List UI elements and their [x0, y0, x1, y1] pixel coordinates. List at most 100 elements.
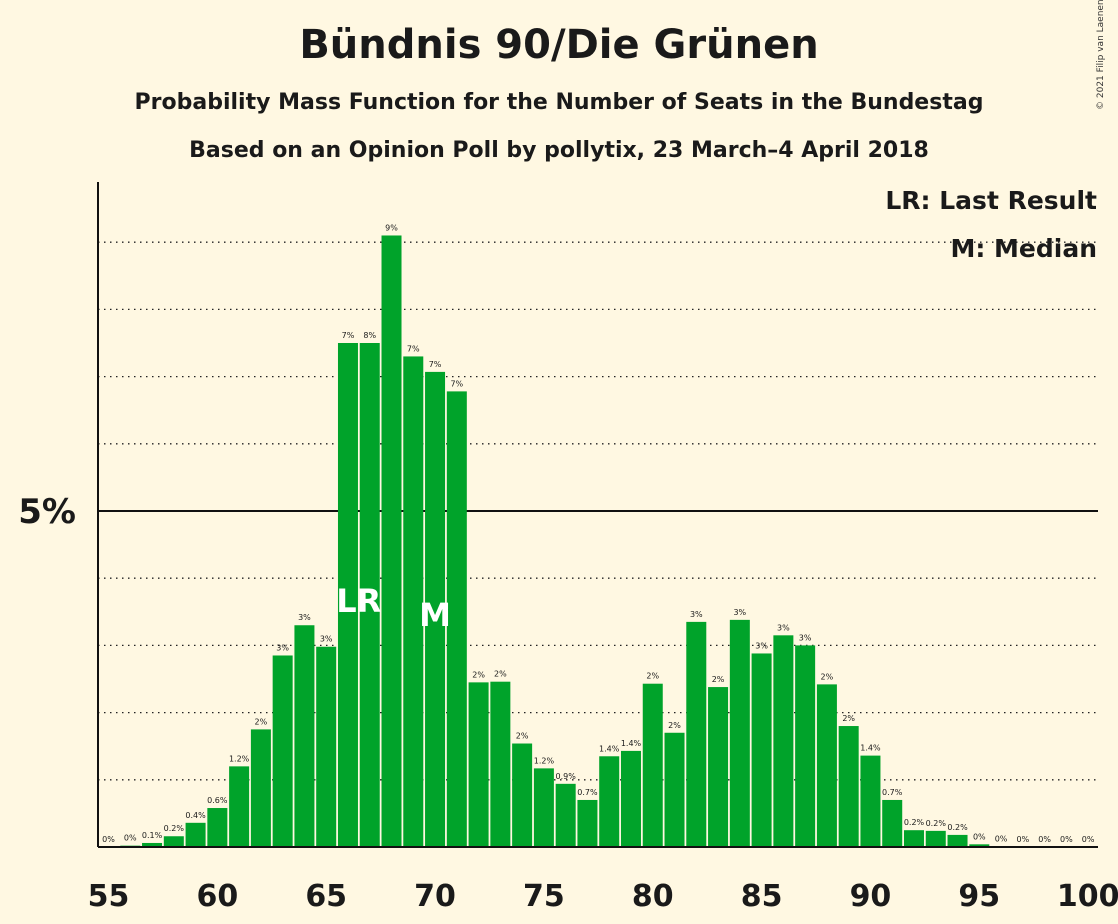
bar-seat-65	[316, 646, 337, 847]
x-tick-label-100: 100	[1057, 879, 1118, 914]
x-tick-label-55: 55	[88, 879, 130, 914]
data-label-seat-56: 0%	[124, 834, 137, 843]
bar-seat-86	[773, 635, 794, 847]
data-label-seat-100: 0%	[1082, 835, 1095, 844]
x-tick-label-95: 95	[958, 879, 1000, 914]
data-label-seat-61: 1.2%	[229, 754, 250, 763]
data-label-seat-88: 2%	[821, 672, 834, 681]
data-label-seat-84: 3%	[733, 608, 746, 617]
bar-seat-68	[381, 235, 402, 848]
data-label-seat-92: 0.2%	[904, 818, 925, 827]
data-label-seat-95: 0%	[973, 832, 986, 841]
y-tick-label: 5%	[18, 492, 76, 532]
bar-seat-77	[577, 799, 598, 847]
x-tick-label-90: 90	[850, 879, 892, 914]
data-label-seat-75: 1.2%	[534, 756, 555, 765]
data-label-seat-81: 2%	[668, 721, 681, 730]
data-label-seat-65: 3%	[320, 635, 333, 644]
data-label-seat-57: 0.1%	[142, 831, 163, 840]
bar-seat-90	[860, 755, 881, 847]
data-label-seat-68: 9%	[385, 223, 398, 232]
bar-seat-87	[795, 645, 816, 847]
data-label-seat-69: 7%	[407, 344, 420, 353]
data-label-seat-55: 0%	[102, 835, 115, 844]
bar-seat-91	[882, 799, 903, 847]
data-label-seat-63: 3%	[276, 643, 289, 652]
data-label-seat-74: 2%	[516, 732, 529, 741]
data-label-seat-86: 3%	[777, 623, 790, 632]
chart-title: Bündnis 90/Die Grünen	[299, 22, 819, 68]
data-label-seat-58: 0.2%	[164, 824, 185, 833]
data-label-seat-64: 3%	[298, 613, 311, 622]
bar-seat-69	[403, 356, 424, 847]
bar-seat-63	[272, 655, 293, 847]
bar-seat-59	[185, 822, 206, 847]
data-label-seat-87: 3%	[799, 633, 812, 642]
bar-seat-92	[903, 830, 924, 847]
x-tick-label-75: 75	[523, 879, 565, 914]
bar-seat-66	[337, 343, 358, 847]
data-label-seat-99: 0%	[1060, 835, 1073, 844]
data-label-seat-67: 8%	[363, 331, 376, 340]
bar-seat-75	[533, 768, 554, 847]
bar-seat-67	[359, 343, 380, 847]
data-label-seat-98: 0%	[1038, 835, 1051, 844]
chart-subtitle: Probability Mass Function for the Number…	[134, 90, 984, 115]
bar-seat-78	[599, 756, 620, 847]
data-label-seat-83: 2%	[712, 675, 725, 684]
bar-seat-70	[425, 371, 446, 847]
bar-seat-85	[751, 653, 772, 847]
x-tick-label-85: 85	[741, 879, 783, 914]
bar-seat-60	[207, 808, 228, 847]
data-label-seat-90: 1.4%	[860, 744, 881, 753]
bar-seat-84	[729, 619, 750, 847]
bar-seat-81	[664, 732, 685, 847]
data-label-seat-70: 7%	[429, 360, 442, 369]
legend-last-result: LR: Last Result	[885, 186, 1097, 215]
data-label-seat-91: 0.7%	[882, 788, 903, 797]
data-label-seat-82: 3%	[690, 610, 703, 619]
data-label-seat-94: 0.2%	[947, 823, 968, 832]
data-label-seat-73: 2%	[494, 670, 507, 679]
data-label-seat-62: 2%	[255, 717, 268, 726]
data-label-seat-85: 3%	[755, 641, 768, 650]
legend-median: M: Median	[950, 234, 1097, 263]
data-label-seat-71: 7%	[450, 379, 463, 388]
x-tick-label-70: 70	[414, 879, 456, 914]
bar-seat-94	[947, 834, 968, 847]
data-label-seat-79: 1.4%	[621, 739, 642, 748]
bar-seat-93	[925, 830, 946, 847]
bar-seat-61	[229, 766, 250, 847]
bar-seat-82	[686, 621, 707, 847]
bar-seat-74	[512, 743, 533, 847]
data-label-seat-59: 0.4%	[185, 811, 206, 820]
bar-seat-83	[708, 687, 729, 847]
bar-seat-79	[620, 750, 641, 847]
data-label-seat-97: 0%	[1016, 835, 1029, 844]
bar-seat-57	[142, 842, 163, 847]
data-label-seat-93: 0.2%	[926, 819, 947, 828]
chart-source-line: Based on an Opinion Poll by pollytix, 23…	[189, 138, 929, 163]
x-tick-label-80: 80	[632, 879, 674, 914]
data-label-seat-96: 0%	[995, 834, 1008, 843]
bar-seat-88	[816, 684, 837, 847]
data-label-seat-66: 7%	[342, 331, 355, 340]
bar-seat-71	[446, 391, 467, 847]
bar-seat-95	[969, 844, 990, 847]
data-label-seat-89: 2%	[842, 714, 855, 723]
data-label-seat-76: 0.9%	[556, 772, 577, 781]
bar-seat-89	[838, 726, 859, 847]
bar-seat-64	[294, 625, 315, 847]
last-result-marker: LR	[336, 582, 381, 620]
data-label-seat-78: 1.4%	[599, 744, 620, 753]
bar-seat-72	[468, 682, 489, 847]
data-label-seat-77: 0.7%	[577, 788, 598, 797]
data-label-seat-60: 0.6%	[207, 796, 228, 805]
median-marker: M	[419, 596, 451, 634]
x-tick-label-65: 65	[305, 879, 347, 914]
data-label-seat-72: 2%	[472, 670, 485, 679]
bar-seat-73	[490, 681, 511, 847]
bar-seat-76	[555, 783, 576, 847]
bar-seat-58	[163, 836, 184, 847]
